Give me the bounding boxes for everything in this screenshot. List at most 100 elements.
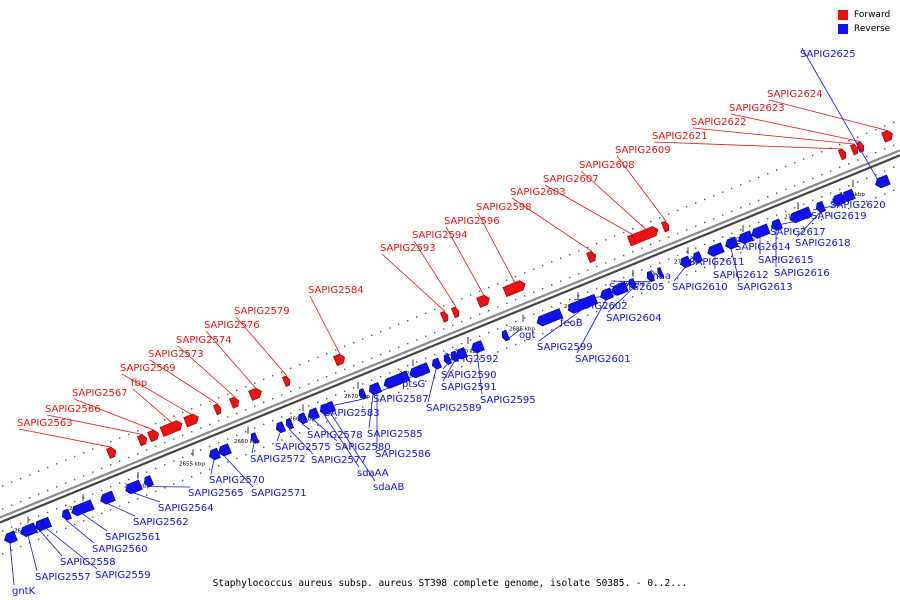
frame-dot xyxy=(173,438,175,440)
frame-dot xyxy=(263,446,265,449)
frame-dot xyxy=(20,545,22,548)
reverse-gene xyxy=(285,417,295,430)
forward-gene xyxy=(837,148,847,161)
reverse-leader-line xyxy=(650,269,661,279)
reverse-leader-line xyxy=(801,47,883,188)
gene-body xyxy=(229,396,240,409)
reverse-leader-line xyxy=(538,309,583,342)
frame-dot xyxy=(848,163,850,165)
reverse-leader-line xyxy=(65,519,95,544)
frame-dot xyxy=(308,405,310,407)
reverse-gene xyxy=(875,174,891,189)
reverse-gene xyxy=(297,412,308,425)
frame-dot xyxy=(785,233,787,236)
frame-dot xyxy=(605,284,607,286)
frame-dot xyxy=(128,501,130,504)
gene-body xyxy=(586,251,597,263)
frame-dot xyxy=(704,221,706,224)
frame-dot xyxy=(839,211,841,214)
frame-dot xyxy=(722,259,724,261)
frame-dot xyxy=(497,283,499,285)
reverse-leader-line xyxy=(771,220,801,227)
frame-dot xyxy=(29,497,31,499)
frame-dot xyxy=(596,265,598,268)
frame-dot xyxy=(65,482,67,484)
frame-dot xyxy=(443,328,445,330)
frame-dot xyxy=(299,432,301,434)
frame-dot xyxy=(317,356,319,359)
legend-forward: Forward xyxy=(838,8,890,22)
reverse-gene xyxy=(456,347,468,360)
gene-body xyxy=(431,357,442,370)
forward-gene xyxy=(281,375,291,388)
frame-dot xyxy=(506,324,508,326)
reverse-gene-label: SAPIG2602 xyxy=(572,301,628,312)
gene-body xyxy=(471,340,485,354)
reverse-gene xyxy=(815,200,826,213)
frame-dot xyxy=(713,218,715,220)
frame-dot xyxy=(65,504,67,506)
forward-leader-line xyxy=(121,373,193,416)
frame-dot xyxy=(128,478,130,481)
reverse-gene xyxy=(431,357,442,370)
frame-dot xyxy=(398,346,400,349)
reverse-leader-line xyxy=(251,443,255,454)
frame-dot xyxy=(524,340,526,342)
frame-dot xyxy=(119,505,121,507)
frame-dot xyxy=(470,294,472,296)
frame-dot xyxy=(749,225,751,227)
frame-dot xyxy=(371,334,373,337)
frame-dot xyxy=(794,230,796,232)
frame-dot xyxy=(866,132,868,135)
frame-dot xyxy=(884,193,886,195)
frame-dot xyxy=(803,203,805,205)
reverse-gene-label: SAPIG2619 xyxy=(811,211,867,222)
frame-dot xyxy=(83,520,85,522)
reverse-gene xyxy=(707,242,725,257)
frame-dot xyxy=(605,262,607,264)
reverse-gene-label: SAPIG2558 xyxy=(60,557,116,568)
forward-leader-line xyxy=(580,170,647,230)
frame-dot xyxy=(614,258,616,260)
gene-body xyxy=(308,407,320,420)
frame-dot xyxy=(812,154,814,157)
forward-leader-line xyxy=(768,99,889,132)
reverse-gene xyxy=(842,188,856,202)
reverse-gene-label: SAPIG2583 xyxy=(324,408,380,419)
frame-dot xyxy=(2,553,4,555)
frame-dot xyxy=(560,302,562,304)
frame-dot xyxy=(776,214,778,216)
frame-dot xyxy=(281,439,283,441)
forward-leader-line xyxy=(511,197,593,252)
frame-dot xyxy=(20,522,22,525)
frame-dot xyxy=(731,187,733,190)
frame-dot xyxy=(857,181,859,183)
frame-dot xyxy=(218,465,220,467)
gene-body xyxy=(707,242,725,257)
gene-labels: SAPIG2563SAPIG2566SAPIG2567fbpSAPIG2569S… xyxy=(9,47,889,597)
forward-gene-label: SAPIG2593 xyxy=(380,243,436,254)
frame-dot xyxy=(200,472,202,474)
gene-body xyxy=(725,236,739,250)
frame-dot xyxy=(245,454,247,456)
frame-dot xyxy=(857,204,859,206)
forward-leader-line xyxy=(730,113,862,143)
frame-dot xyxy=(335,417,337,419)
frame-dot xyxy=(767,241,769,243)
frame-dot xyxy=(434,308,436,311)
forward-gene-label: SAPIG2569 xyxy=(120,363,176,374)
forward-leader-line xyxy=(616,155,667,222)
reverse-gene-label: SAPIG2615 xyxy=(758,255,814,266)
frame-dot xyxy=(380,398,382,401)
gene-body xyxy=(333,353,345,367)
reverse-gene-label: SAPIG2614 xyxy=(735,242,791,253)
reverse-gene xyxy=(275,421,286,434)
frame-dot xyxy=(110,486,112,488)
frame-dot xyxy=(623,231,625,234)
gene-body xyxy=(20,522,38,538)
reverse-gene-label: ptsG xyxy=(402,379,425,390)
forward-leader-line xyxy=(149,359,219,405)
frame-dot xyxy=(866,200,868,203)
frame-dot xyxy=(434,376,436,379)
frame-dot xyxy=(875,129,877,131)
